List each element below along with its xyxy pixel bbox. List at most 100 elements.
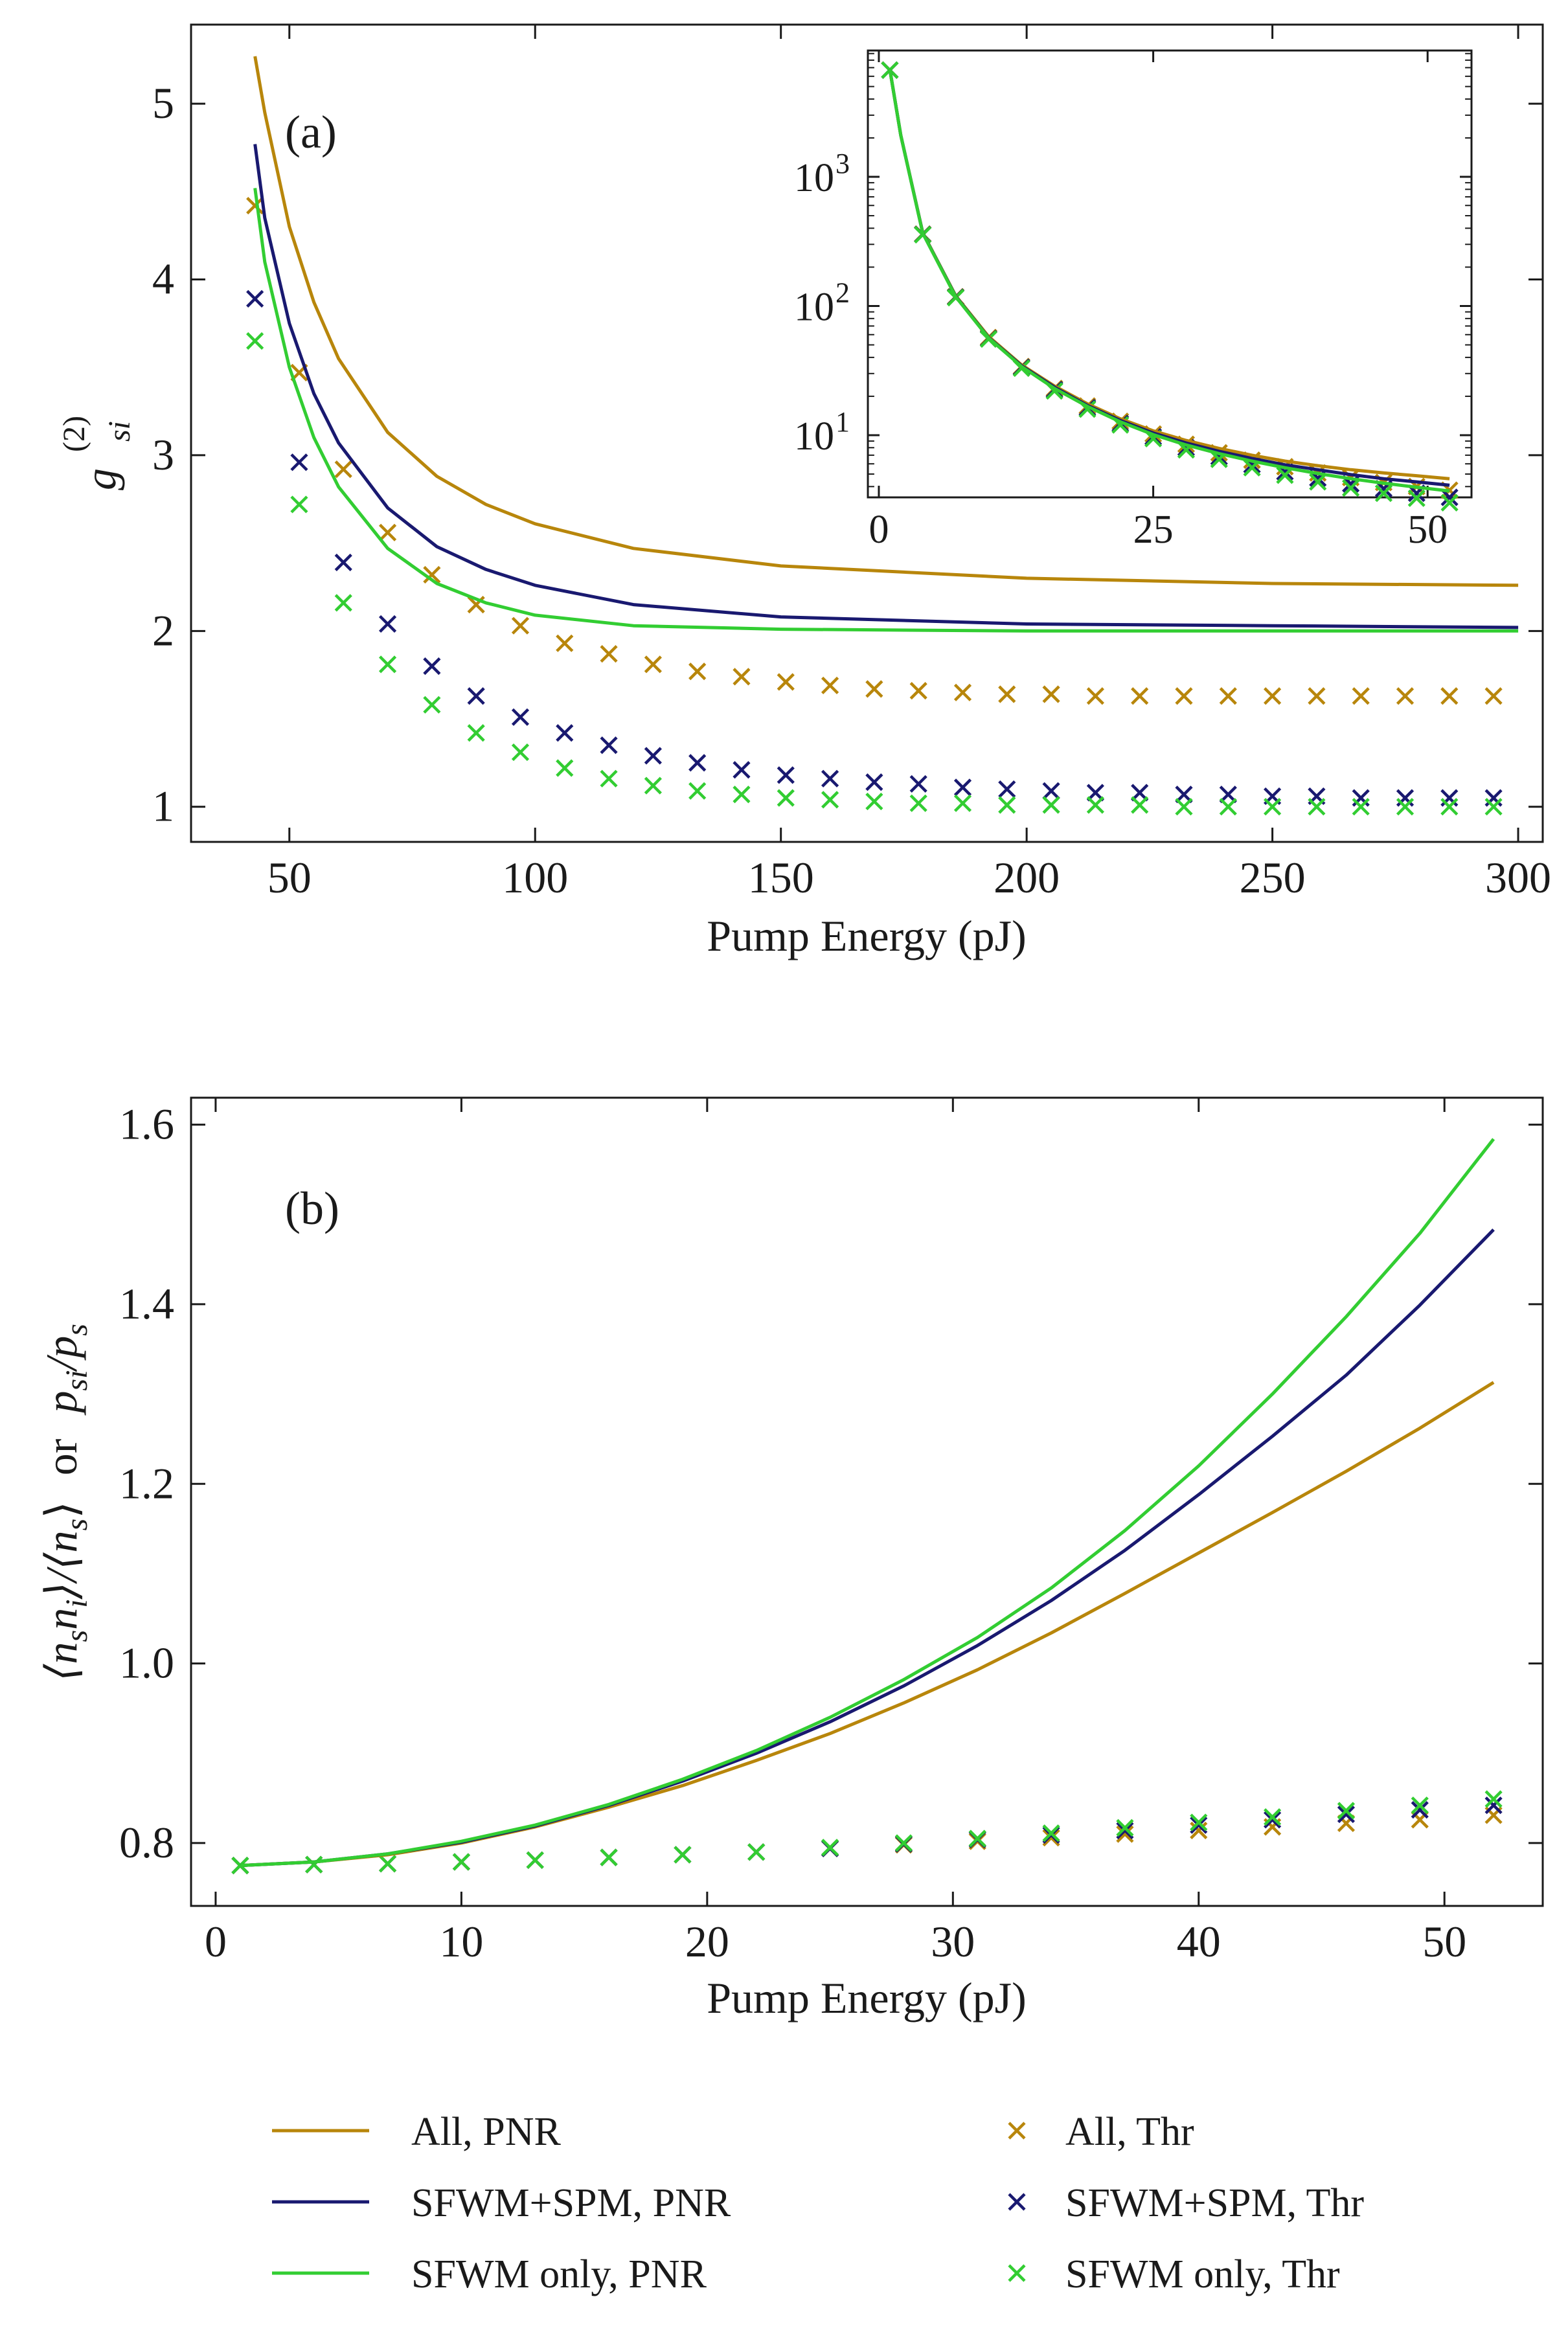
legend-label-sfwm-only-pnr: SFWM only, PNR	[411, 2252, 707, 2296]
marker-a-all-thr-22	[1219, 687, 1237, 705]
ylabel-b-sub2: i	[60, 1599, 94, 1607]
marker-stroke	[1308, 798, 1326, 816]
ytick-label-a_inset-2: 10	[794, 156, 834, 200]
marker-stroke	[1484, 798, 1503, 816]
panel-b-xlabel: Pump Energy (pJ)	[707, 1973, 1027, 2022]
ytick-label-b-1: 1.0	[119, 1638, 174, 1688]
marker-a-sfwm-spm-thr-8	[600, 736, 618, 754]
marker-stroke	[674, 1846, 692, 1864]
ylabel-b-psub1: si	[60, 1370, 94, 1391]
marker-a-sfwm-only-thr-14	[865, 792, 883, 811]
marker-a-all-thr-19	[1086, 687, 1104, 705]
marker-a-sfwm-spm-thr-12	[777, 766, 795, 784]
marker-b-sfwm-only-thr-15	[1337, 1802, 1356, 1820]
ylabel-b-n: n	[37, 1608, 86, 1630]
xtick-label-b-2: 20	[685, 1917, 729, 1966]
panel-b-frame	[190, 1096, 1544, 1907]
marker-stroke	[865, 680, 883, 698]
marker-a-all-thr-3	[378, 523, 397, 541]
marker-a-sfwm-spm-thr-2	[334, 553, 352, 572]
marker-a_inset-sfwm-only-thr-17	[1440, 493, 1459, 512]
marker-b-sfwm-spm-thr-13	[1190, 1816, 1208, 1834]
legend-entry-all-pnr: All, PNR	[272, 2110, 561, 2154]
marker-a-all-thr-16	[953, 683, 972, 701]
marker-a-sfwm-spm-thr-15	[909, 775, 927, 793]
marker-a-all-thr-12	[777, 673, 795, 691]
marker-stroke	[1374, 484, 1393, 503]
marker-a-all-thr-14	[865, 680, 883, 698]
marker-a-sfwm-spm-thr-27	[1440, 789, 1459, 807]
marker-stroke	[644, 655, 662, 674]
marker-stroke	[556, 759, 574, 777]
marker-a-sfwm-only-thr-28	[1484, 798, 1503, 816]
ytick-label-a-0: 1	[152, 782, 174, 831]
marker-a-sfwm-only-thr-3	[378, 655, 397, 674]
ylabel-b-rest: ⟩/⟨n	[37, 1530, 86, 1600]
marker-stroke	[1042, 796, 1060, 814]
marker-a-all-thr-25	[1352, 687, 1370, 705]
panel-a-marks	[246, 56, 1519, 816]
ytick-label-a-2: 3	[152, 430, 174, 479]
panel-b-label: (b)	[285, 1183, 339, 1234]
marker-stroke	[1440, 488, 1459, 506]
marker-stroke	[733, 761, 751, 779]
panel-b-marks	[231, 1138, 1503, 1875]
legend-entry-sfwm-spm-thr: SFWM+SPM, Thr	[1008, 2181, 1364, 2225]
marker-a-all-thr-15	[909, 682, 927, 700]
marker-a-sfwm-only-thr-8	[600, 769, 618, 787]
ytick-label-a_inset-0: 10	[794, 414, 834, 459]
marker-a-sfwm-only-thr-15	[909, 794, 927, 812]
marker-stroke	[1352, 798, 1370, 816]
marker-stroke	[334, 460, 352, 479]
panel-a-ylabel-text: g	[76, 468, 125, 490]
marker-stroke	[1337, 1802, 1356, 1820]
marker-stroke	[953, 794, 972, 812]
marker-b-sfwm-spm-thr-14	[1264, 1811, 1282, 1829]
marker-b-sfwm-spm-thr-15	[1337, 1805, 1356, 1824]
marker-b-sfwm-spm-thr-16	[1411, 1801, 1429, 1819]
marker-a-sfwm-only-thr-1	[290, 495, 308, 514]
marker-stroke	[865, 773, 883, 791]
marker-stroke	[246, 332, 264, 350]
marker-stroke	[1440, 687, 1459, 705]
marker-stroke	[1264, 798, 1282, 816]
marker-stroke	[556, 724, 574, 742]
marker-stroke	[423, 696, 441, 714]
marker-stroke	[378, 523, 397, 541]
ytick-label-b-4: 1.6	[119, 1100, 174, 1149]
marker-b-all-thr-12	[1116, 1825, 1134, 1843]
legend-swatch-marker	[1008, 2193, 1026, 2211]
panel-b-ticks: 0 10 20 30 40 50 0.8 1.0 1.2 1.4 1.6	[119, 1098, 1543, 1966]
ylabel-b-or: or	[37, 1438, 86, 1475]
ytick-label-b-2: 1.2	[119, 1458, 174, 1508]
marker-stroke	[821, 791, 839, 809]
marker-b-sfwm-spm-thr-17	[1484, 1796, 1503, 1815]
legend-swatch-marker	[1008, 2264, 1026, 2282]
marker-a-all-thr-9	[644, 655, 662, 674]
marker-a-all-thr-21	[1175, 687, 1193, 705]
marker-a_inset-sfwm-only-thr-16	[1407, 489, 1426, 507]
marker-a-all-thr-11	[733, 668, 751, 686]
marker-a-all-thr-26	[1396, 687, 1415, 705]
marker-stroke	[526, 1851, 544, 1869]
legend-entry-sfwm-spm-pnr: SFWM+SPM, PNR	[272, 2181, 731, 2225]
marker-a-sfwm-spm-thr-0	[246, 289, 264, 308]
marker-stroke	[378, 1855, 397, 1873]
marker-stroke	[909, 794, 927, 812]
marker-a-all-thr-20	[1131, 687, 1149, 705]
marker-stroke	[1264, 1811, 1282, 1829]
marker-a-sfwm-spm-thr-7	[556, 724, 574, 742]
marker-a-sfwm-only-thr-18	[1042, 796, 1060, 814]
marker-stroke	[1396, 798, 1415, 816]
marker-stroke	[998, 780, 1016, 799]
marker-b-sfwm-only-thr-17	[1484, 1790, 1503, 1808]
xtick-label-a-0: 50	[267, 853, 312, 902]
marker-stroke	[688, 663, 707, 681]
marker-b-sfwm-only-thr-12	[1116, 1818, 1134, 1837]
marker-stroke	[511, 743, 530, 762]
marker-a-sfwm-only-thr-9	[644, 776, 662, 795]
panel-a-label: (a)	[285, 106, 337, 158]
marker-b-sfwm-spm-thr-12	[1116, 1821, 1134, 1840]
xtick-label-b-0: 0	[205, 1917, 227, 1966]
